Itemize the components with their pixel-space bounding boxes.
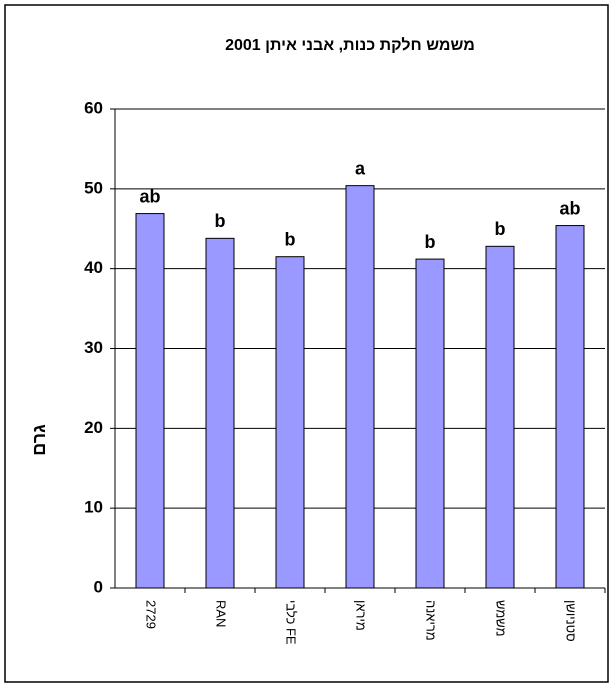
chart-title: משמש חלקת כנות, אבני איתן 2001 (225, 36, 475, 54)
x-tick-label: מיראן (354, 600, 369, 631)
x-tick-label: סטניושן (564, 600, 579, 642)
y-tick-label: 50 (84, 178, 103, 197)
y-tick-label: 40 (84, 258, 103, 277)
value-label: a (355, 158, 366, 178)
y-tick-label: 20 (84, 418, 103, 437)
y-tick-label: 10 (84, 498, 103, 517)
x-tick-label: 2729 (144, 600, 159, 629)
value-label: b (425, 232, 436, 252)
bar (345, 185, 375, 589)
bar (415, 258, 445, 589)
value-label: b (215, 211, 226, 231)
x-tick-label: מריאנה (424, 600, 439, 641)
y-tick-label: 60 (84, 98, 103, 117)
y-axis-title: גרם (29, 424, 49, 456)
value-label: b (495, 219, 506, 239)
bar (555, 225, 585, 589)
value-label: b (285, 229, 296, 249)
y-tick-label: 30 (84, 338, 103, 357)
bar (135, 213, 165, 589)
bar (205, 237, 235, 589)
y-tick-label: 0 (94, 577, 103, 596)
x-tick-label: כלבי FE (284, 600, 299, 645)
value-label: ab (559, 198, 580, 218)
x-tick-label: משמש (494, 600, 509, 637)
x-tick-label: RAN (214, 600, 229, 627)
bar (275, 256, 305, 589)
bar (485, 245, 515, 589)
value-label: ab (139, 186, 160, 206)
